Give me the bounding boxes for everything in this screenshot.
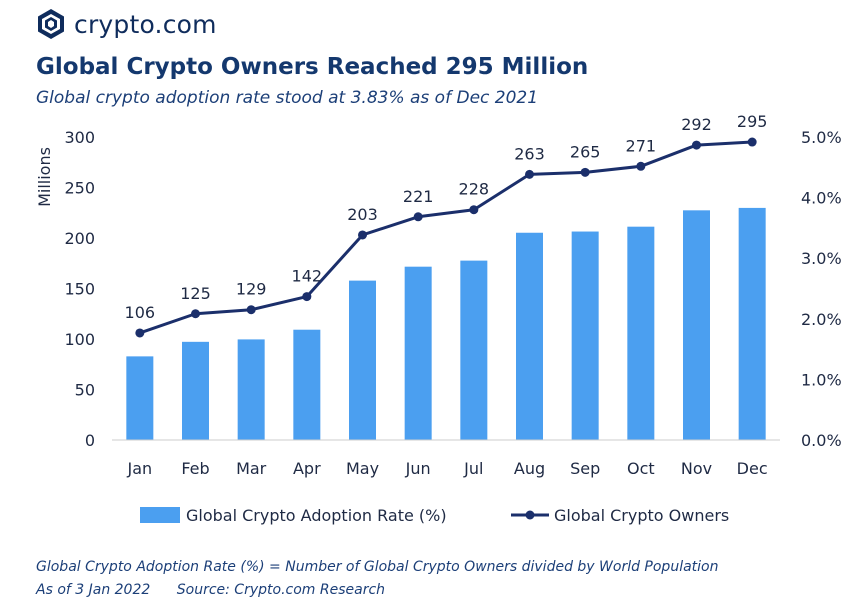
x-tick-label: Jun — [405, 459, 431, 478]
chart-title: Global Crypto Owners Reached 295 Million — [36, 54, 589, 80]
data-label: 221 — [403, 187, 434, 206]
y-right-tick: 2.0% — [801, 310, 842, 329]
y-left-tick: 200 — [64, 229, 95, 248]
line-point-may — [358, 230, 367, 240]
x-tick-label: Apr — [293, 459, 321, 478]
crypto-lion-shield-icon — [38, 9, 64, 39]
bar-jan — [126, 356, 154, 440]
y-right-tick: 0.0% — [801, 431, 842, 450]
data-label: 263 — [514, 144, 545, 163]
x-tick-label: Nov — [681, 459, 712, 478]
data-label: 203 — [347, 205, 378, 224]
x-tick-label: Jul — [463, 459, 483, 478]
data-label: 265 — [570, 142, 601, 161]
y-left-tick: 50 — [75, 381, 95, 400]
bar-jun — [404, 266, 432, 440]
x-tick-label: Oct — [627, 459, 655, 478]
x-tick-label: Mar — [236, 459, 267, 478]
bar-aug — [516, 232, 543, 440]
data-label: 228 — [459, 180, 490, 199]
chart-subtitle: Global crypto adoption rate stood at 3.8… — [36, 88, 539, 108]
x-tick-label: Dec — [737, 459, 768, 478]
line-global-crypto-owners — [139, 140, 753, 335]
legend-label-adoption-rate: Global Crypto Adoption Rate (%) — [186, 506, 447, 525]
data-label: 142 — [292, 267, 323, 286]
line-point-oct — [636, 161, 646, 171]
y-left-axis-label: Millions — [35, 147, 54, 207]
x-tick-label: May — [346, 459, 379, 478]
data-label: 295 — [737, 112, 768, 131]
bar-nov — [683, 210, 710, 440]
legend-marker-owners — [525, 510, 535, 520]
line-point-aug — [525, 169, 534, 179]
y-right-tick: 4.0% — [801, 189, 842, 208]
legend-label-owners: Global Crypto Owners — [554, 506, 729, 525]
bar-oct — [627, 226, 655, 440]
footnote: As of 3 Jan 2022 Source: Crypto.com Rese… — [36, 582, 407, 598]
y-left-tick: 100 — [64, 330, 95, 349]
legend-swatch-adoption-rate — [140, 507, 180, 523]
line-point-jul — [469, 205, 479, 215]
bar-apr — [293, 329, 321, 440]
x-tick-label: Aug — [514, 459, 545, 478]
y-right-tick: 1.0% — [801, 370, 842, 389]
brand-name: crypto.com — [74, 9, 217, 39]
x-tick-label: Feb — [181, 459, 209, 478]
as-of-date: As of 3 Jan 2022 — [36, 582, 151, 598]
line-point-feb — [191, 309, 200, 319]
bar-jul — [460, 260, 488, 440]
data-label: 292 — [681, 115, 712, 134]
data-label: 106 — [125, 303, 156, 322]
line-point-dec — [747, 137, 757, 147]
line-point-apr — [302, 292, 312, 302]
bar-sep — [571, 231, 599, 440]
line-point-jan — [135, 328, 145, 338]
line-point-mar — [246, 305, 256, 315]
x-tick-label: Jan — [126, 459, 152, 478]
y-left-tick: 150 — [64, 280, 95, 299]
bar-feb — [182, 341, 209, 440]
line-point-nov — [692, 140, 701, 150]
line-point-jun — [413, 212, 423, 222]
y-left-tick: 300 — [64, 128, 95, 147]
line-point-sep — [580, 167, 590, 177]
y-left-tick: 250 — [64, 179, 95, 198]
bar-dec — [738, 207, 766, 440]
data-label: 125 — [180, 284, 211, 303]
definition-note: Global Crypto Adoption Rate (%) = Number… — [36, 559, 719, 575]
y-right-tick: 3.0% — [801, 249, 842, 268]
bar-mar — [237, 339, 265, 440]
source-note: Source: Crypto.com Research — [176, 582, 386, 598]
x-tick-label: Sep — [570, 459, 600, 478]
data-label: 271 — [626, 136, 657, 155]
bar-may — [349, 280, 376, 440]
y-right-tick: 5.0% — [801, 128, 842, 147]
data-label: 129 — [236, 280, 267, 299]
y-left-tick: 0 — [85, 431, 95, 450]
brand: crypto.com — [36, 8, 217, 40]
